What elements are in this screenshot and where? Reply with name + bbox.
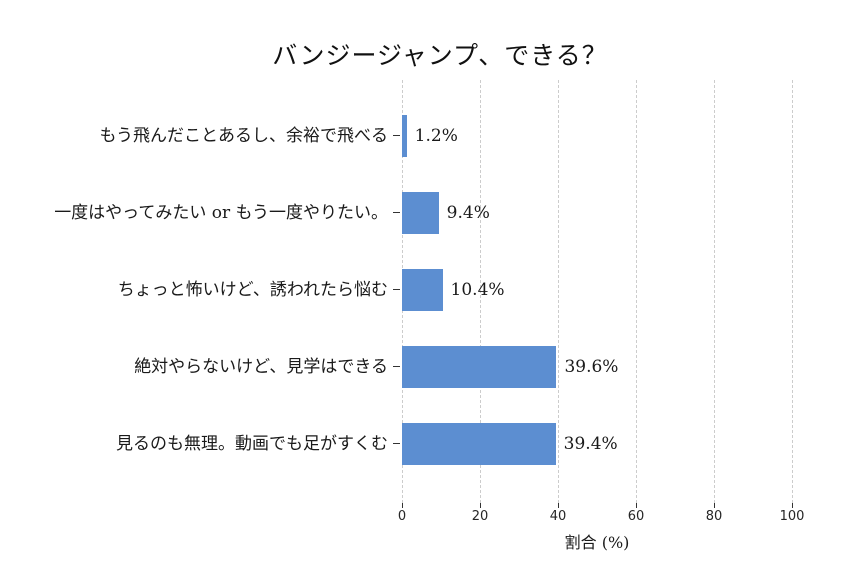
y-axis-tick <box>393 212 400 214</box>
x-axis-tick <box>792 503 794 508</box>
y-axis-tick <box>393 289 400 291</box>
category-label: 一度はやってみたい or もう一度やりたい。 <box>54 203 388 223</box>
bar-row: ちょっと怖いけど、誘われたら悩む 10.4% <box>0 269 846 311</box>
category-label: 見るのも無理。動画でも足がすくむ <box>116 434 388 454</box>
x-tick-label: 20 <box>471 509 489 524</box>
bar <box>402 192 439 234</box>
value-label: 10.4% <box>450 280 505 300</box>
x-tick-label: 0 <box>397 509 407 524</box>
bar <box>402 115 407 157</box>
gridline-x-100 <box>792 80 793 503</box>
value-label: 39.6% <box>564 357 619 377</box>
gridline-x-20 <box>480 80 481 503</box>
bar-row: 絶対やらないけど、見学はできる 39.6% <box>0 346 846 388</box>
x-axis-tick <box>714 503 716 508</box>
value-label: 9.4% <box>446 203 490 223</box>
bar-row: 一度はやってみたい or もう一度やりたい。 9.4% <box>0 192 846 234</box>
x-tick-label: 40 <box>549 509 567 524</box>
x-axis-tick <box>636 503 638 508</box>
bar <box>402 346 557 388</box>
y-axis-tick <box>393 443 400 445</box>
value-label: 39.4% <box>563 434 618 454</box>
gridline-x-80 <box>714 80 715 503</box>
bar-row: 見るのも無理。動画でも足がすくむ 39.4% <box>0 423 846 465</box>
bar <box>402 269 443 311</box>
gridline-x-40 <box>558 80 559 503</box>
bar <box>402 423 556 465</box>
x-tick-label: 60 <box>627 509 645 524</box>
category-label: もう飛んだことあるし、余裕で飛べる <box>99 126 389 146</box>
category-label: ちょっと怖いけど、誘われたら悩む <box>117 280 388 300</box>
value-label: 1.2% <box>414 126 458 146</box>
x-tick-label: 80 <box>705 509 723 524</box>
x-axis-tick <box>558 503 560 508</box>
bar-row: もう飛んだことあるし、余裕で飛べる 1.2% <box>0 115 846 157</box>
x-axis-tick <box>480 503 482 508</box>
y-axis-tick <box>393 135 400 137</box>
x-axis-tick <box>402 503 404 508</box>
chart-title: バンジージャンプ、できる？ <box>272 41 608 70</box>
gridline-x-60 <box>636 80 637 503</box>
x-axis-label: 割合 (%) <box>564 533 630 552</box>
x-tick-label: 100 <box>779 509 805 524</box>
y-axis-tick <box>393 366 400 368</box>
category-label: 絶対やらないけど、見学はできる <box>134 357 388 377</box>
